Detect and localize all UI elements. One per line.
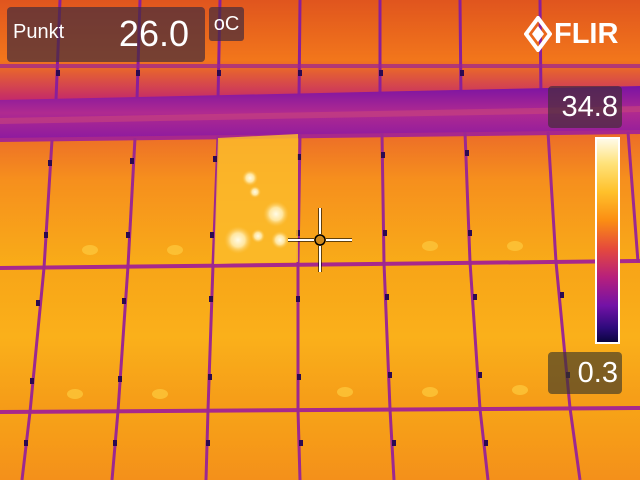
crosshair-icon — [288, 208, 352, 272]
spot-temperature-value: 26.0 — [118, 13, 189, 54]
scale-min-value: 0.3 — [548, 352, 622, 394]
spot-label: Punkt — [13, 21, 65, 43]
logo-text: FLIR — [554, 18, 619, 50]
temperature-unit: oC — [209, 7, 244, 41]
flir-logo-icon — [524, 16, 552, 52]
scale-max-value: 34.8 — [548, 86, 622, 128]
color-scale-bar — [595, 137, 620, 344]
spot-measurement-box: Punkt 26.0 — [7, 7, 205, 62]
flir-logo: FLIR — [524, 16, 624, 54]
